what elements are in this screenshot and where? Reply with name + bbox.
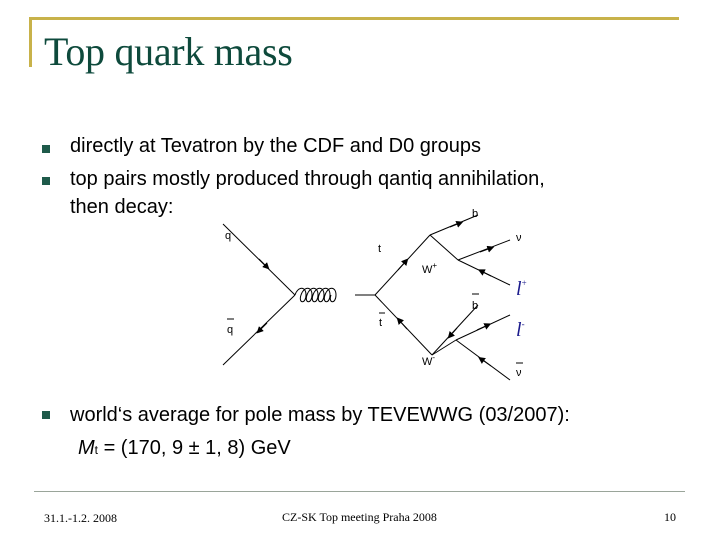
wminus-line bbox=[431, 339, 457, 356]
label-b-bottom: b bbox=[472, 300, 478, 312]
formula-subscript: t bbox=[94, 443, 99, 457]
label-b-top: b bbox=[472, 208, 478, 220]
bullet-text-2: top pairs mostly produced through qantiq… bbox=[70, 168, 545, 190]
label-wplus: W+ bbox=[422, 261, 437, 276]
label-wminus: W- bbox=[422, 353, 435, 368]
label-lminus: l- bbox=[516, 319, 525, 341]
label-nubar: ν bbox=[516, 367, 522, 379]
label-nu: ν bbox=[516, 232, 522, 244]
wplus-line bbox=[429, 234, 459, 261]
arrow-q bbox=[258, 258, 270, 270]
footer-divider bbox=[34, 491, 685, 492]
footer-event: CZ-SK Top meeting Praha 2008 bbox=[282, 510, 437, 524]
arrow-nu bbox=[479, 245, 495, 253]
bullet-text-2-cont: then decay: bbox=[70, 196, 174, 218]
bullet-marker-3 bbox=[42, 411, 50, 419]
arrow-lplus bbox=[477, 269, 492, 277]
formula-symbol: M bbox=[78, 437, 95, 459]
footer-date: 31.1.-1.2. 2008 bbox=[44, 511, 117, 525]
arrow-b bbox=[449, 221, 464, 228]
arrow-lminus bbox=[476, 323, 492, 331]
label-qbar: q bbox=[227, 324, 233, 336]
label-tbar: t bbox=[379, 317, 382, 329]
slide-title: Top quark mass bbox=[44, 29, 293, 74]
feynman-diagram: q q t t b b W+ W- ν ν l+ l- bbox=[222, 208, 527, 381]
title-frame-top bbox=[29, 17, 679, 20]
page-number: 10 bbox=[664, 510, 676, 524]
bullet-text-3: world‘s average for pole mass by TEVEWWG… bbox=[70, 404, 570, 426]
label-lplus: l+ bbox=[516, 278, 527, 300]
arrow-qbar bbox=[256, 322, 268, 334]
label-t: t bbox=[378, 243, 381, 255]
top-mass-formula: Mt = (170, 9 ± 1, 8) GeV bbox=[78, 435, 291, 464]
bullet-text-1: directly at Tevatron by the CDF and D0 g… bbox=[70, 135, 481, 157]
arrow-t bbox=[397, 258, 409, 271]
arrow-tbar bbox=[396, 317, 408, 330]
antiquark-line bbox=[222, 294, 296, 366]
label-q: q bbox=[225, 230, 231, 242]
bullet-marker-1 bbox=[42, 145, 50, 153]
gluon-line bbox=[294, 287, 337, 303]
formula-value: = (170, 9 ± 1, 8) GeV bbox=[98, 437, 291, 459]
arrow-nubar bbox=[478, 356, 492, 367]
bullet-marker-2 bbox=[42, 177, 50, 185]
title-frame-left bbox=[29, 17, 32, 67]
neutrino-line bbox=[457, 239, 511, 261]
arrow-bbar bbox=[447, 327, 458, 339]
